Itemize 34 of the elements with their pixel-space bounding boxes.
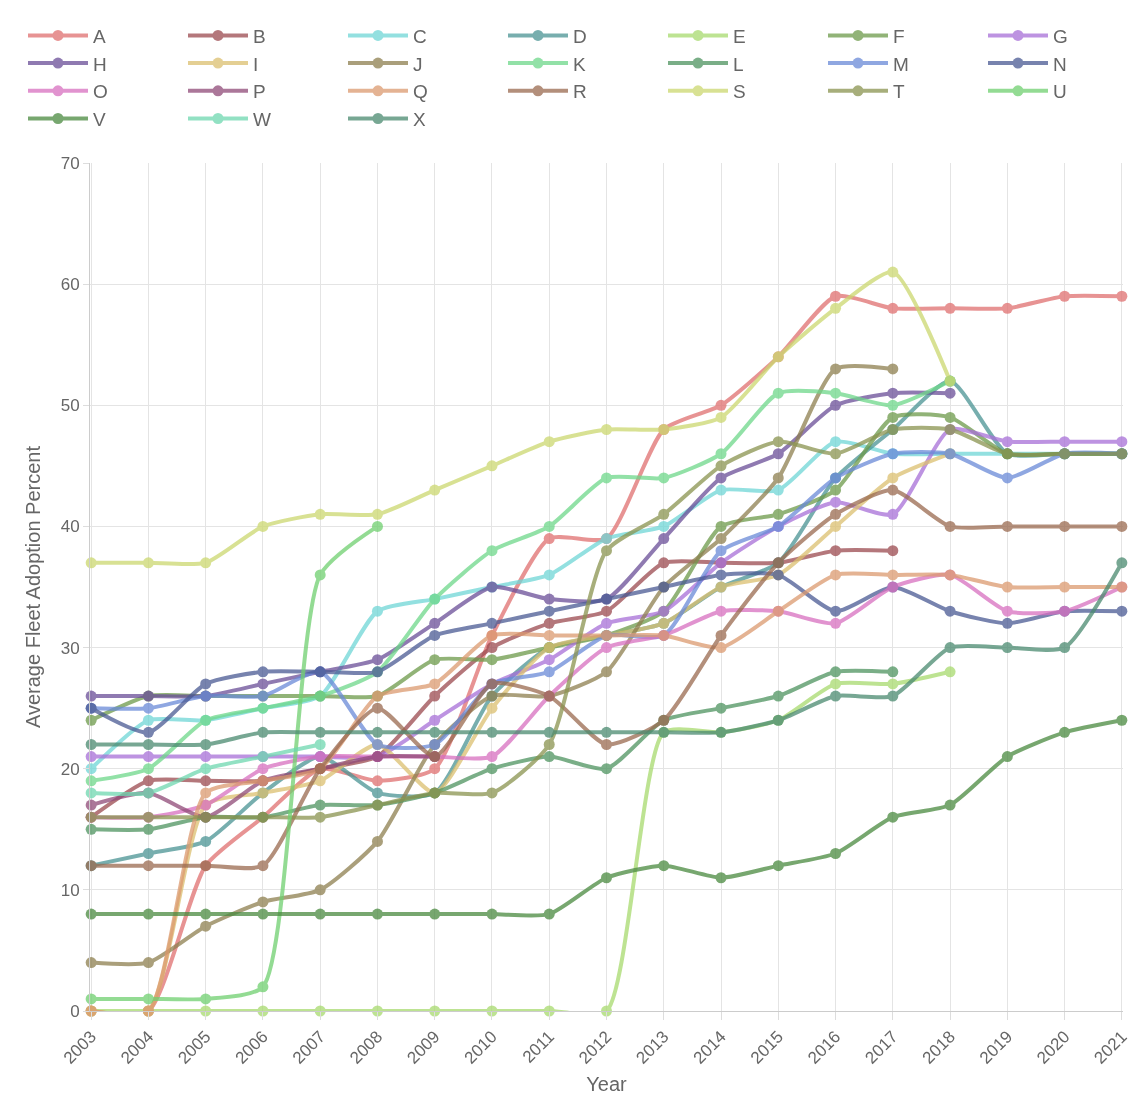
legend-label: B [253,25,266,47]
legend-label: P [253,81,266,103]
legend-label: G [1053,25,1068,47]
legend-label: Q [413,81,428,103]
legend-label: U [1053,81,1067,103]
y-tick-label: 60 [60,275,80,295]
legend-label: L [733,53,744,75]
legend-label: H [93,53,107,75]
legend-label: T [893,81,905,103]
y-tick-label: 30 [60,638,80,658]
legend-label: R [573,81,587,103]
legend-label: K [573,53,586,75]
legend-label: X [413,108,426,130]
y-tick-label: 10 [60,880,80,900]
legend-label: N [1053,53,1067,75]
legend-label: J [413,53,423,75]
legend-label: O [93,81,108,103]
y-tick-label: 0 [70,1001,80,1021]
x-axis-title: Year [586,1072,628,1095]
legend-label: C [413,25,427,47]
legend-label: A [93,25,106,47]
y-tick-label: 40 [60,517,80,537]
legend-label: I [253,53,259,75]
legend-label: W [253,108,271,130]
y-tick-label: 50 [60,396,80,416]
legend-label: M [893,53,909,75]
legend-label: S [733,81,746,103]
legend-label: E [733,25,746,47]
y-tick-label: 20 [60,759,80,779]
legend-label: F [893,25,905,47]
y-axis-title: Average Fleet Adoption Percent [22,445,44,729]
legend-label: D [573,25,587,47]
legend-label: V [93,108,106,130]
y-tick-label: 70 [60,153,80,173]
